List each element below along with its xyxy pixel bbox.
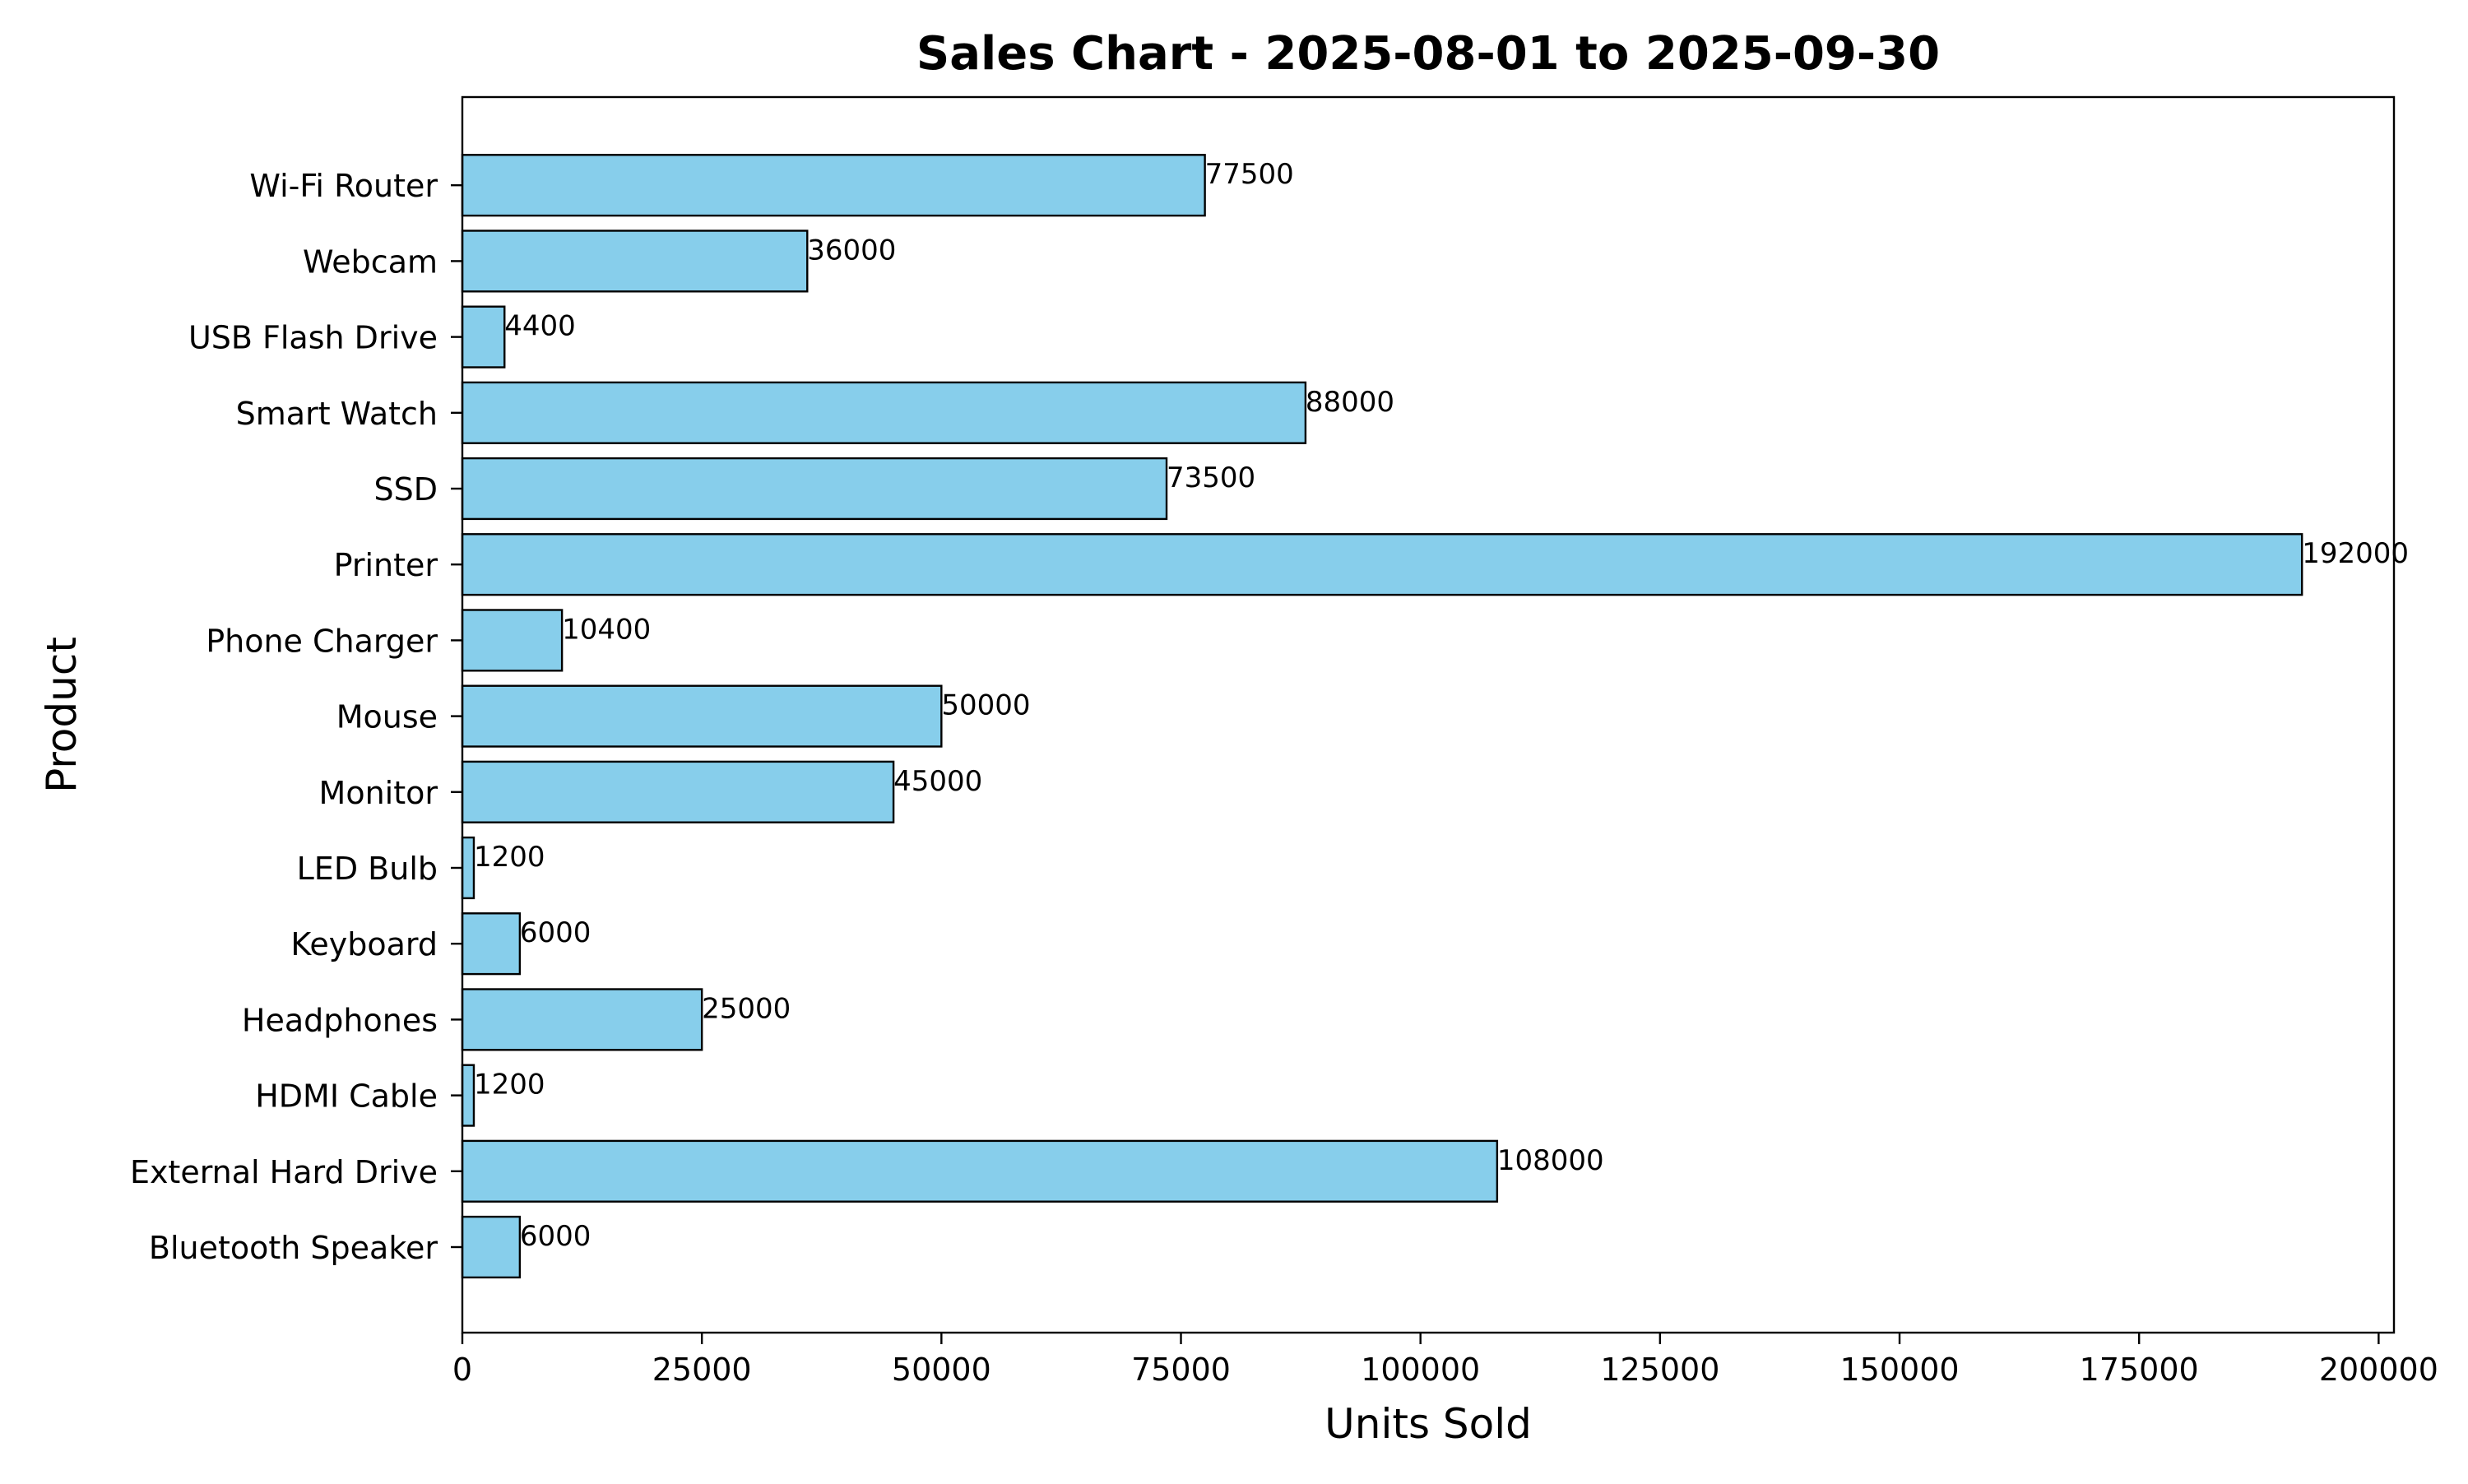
y-tick-label: External Hard Drive <box>130 1154 438 1190</box>
bar-smart-watch <box>461 381 1307 444</box>
chart-title: Sales Chart - 2025-08-01 to 2025-09-30 <box>916 27 1940 81</box>
x-tick-label: 125000 <box>1600 1352 1719 1388</box>
value-label-usb-flash-drive: 4400 <box>504 310 576 343</box>
bar-wi-fi-router <box>461 154 1206 217</box>
x-tick-label: 50000 <box>892 1352 991 1388</box>
bar-mouse <box>461 684 943 748</box>
x-tick-label: 25000 <box>652 1352 752 1388</box>
bar-phone-charger <box>461 609 564 672</box>
value-label-ssd: 73500 <box>1167 461 1255 494</box>
bar-keyboard <box>461 912 522 976</box>
x-tick-label: 200000 <box>2319 1352 2438 1388</box>
bars-layer <box>461 154 2303 1279</box>
value-label-webcam: 36000 <box>807 234 896 267</box>
value-label-keyboard: 6000 <box>520 916 591 949</box>
value-label-monitor: 45000 <box>893 765 982 798</box>
y-tick-label: Smart Watch <box>236 396 438 432</box>
bar-usb-flash-drive <box>461 305 506 369</box>
x-tick-label: 150000 <box>1839 1352 1959 1388</box>
value-label-headphones: 25000 <box>702 992 791 1025</box>
y-axis-label: Product <box>38 637 86 793</box>
value-label-hdmi-cable: 1200 <box>474 1069 545 1101</box>
x-axis: 0 25000 50000 75000 100000 125000 150000 175000… <box>452 1333 2438 1388</box>
x-tick-label: 100000 <box>1361 1352 1480 1388</box>
y-tick-label: HDMI Cable <box>255 1078 438 1115</box>
x-tick-label: 175000 <box>2080 1352 2199 1388</box>
y-tick-label: Printer <box>334 547 438 583</box>
value-label-smart-watch: 88000 <box>1306 386 1394 419</box>
value-label-wi-fi-router: 77500 <box>1205 158 1294 191</box>
value-labels-layer: 6000 108000 1200 25000 6000 1200 45000 50000 104… <box>474 158 2409 1253</box>
x-tick-label: 75000 <box>1131 1352 1231 1388</box>
bar-webcam <box>461 230 809 293</box>
y-tick-label: USB Flash Drive <box>188 320 438 356</box>
bar-monitor <box>461 760 895 823</box>
bar-led-bulb <box>461 836 476 900</box>
bar-ssd <box>461 457 1168 521</box>
y-tick-label: Bluetooth Speaker <box>149 1230 438 1266</box>
y-tick-label: Headphones <box>242 1002 438 1038</box>
y-tick-label: Mouse <box>336 699 438 735</box>
bar-headphones <box>461 988 703 1051</box>
bar-printer <box>461 533 2303 596</box>
bar-external-hard-drive <box>461 1139 1499 1203</box>
value-label-mouse: 50000 <box>941 689 1030 722</box>
y-tick-label: Keyboard <box>290 926 438 962</box>
y-tick-label: Phone Charger <box>206 623 438 659</box>
x-axis-label: Units Sold <box>1324 1400 1532 1448</box>
bar-hdmi-cable <box>461 1064 476 1127</box>
y-tick-label: Webcam <box>303 243 438 280</box>
value-label-phone-charger: 10400 <box>562 613 651 646</box>
bar-bluetooth-speaker <box>461 1215 522 1279</box>
value-label-bluetooth-speaker: 6000 <box>520 1220 591 1253</box>
y-axis: Bluetooth Speaker External Hard Drive HDMI… <box>130 168 462 1266</box>
y-tick-label: Monitor <box>319 775 438 811</box>
value-label-external-hard-drive: 108000 <box>1497 1144 1604 1177</box>
x-tick-label: 0 <box>452 1352 472 1388</box>
plot-frame <box>461 95 2396 1334</box>
value-label-led-bulb: 1200 <box>474 841 545 874</box>
y-tick-label: SSD <box>373 471 438 508</box>
y-tick-label: LED Bulb <box>297 851 438 887</box>
value-label-printer: 192000 <box>2302 537 2409 570</box>
y-tick-label: Wi-Fi Router <box>249 168 438 204</box>
